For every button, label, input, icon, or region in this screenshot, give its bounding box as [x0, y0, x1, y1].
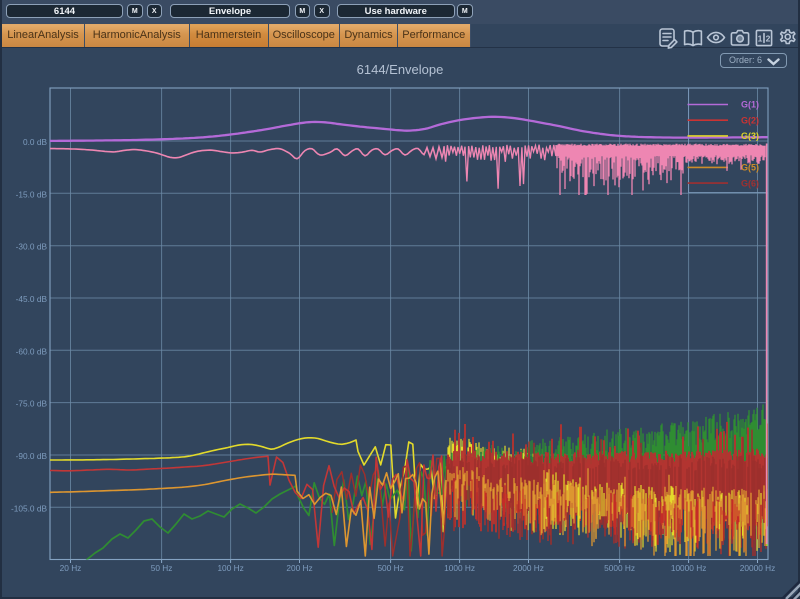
- svg-text:-30.0 dB: -30.0 dB: [16, 242, 48, 252]
- svg-text:-105.0 dB: -105.0 dB: [11, 503, 47, 513]
- svg-text:5000 Hz: 5000 Hz: [604, 563, 635, 573]
- svg-text:-90.0 dB: -90.0 dB: [16, 451, 48, 461]
- svg-text:-75.0 dB: -75.0 dB: [16, 399, 48, 409]
- svg-text:10000 Hz: 10000 Hz: [671, 563, 707, 573]
- svg-text:-60.0 dB: -60.0 dB: [16, 346, 48, 356]
- svg-text:-45.0 dB: -45.0 dB: [16, 294, 48, 304]
- svg-text:200 Hz: 200 Hz: [286, 563, 312, 573]
- svg-text:2000 Hz: 2000 Hz: [513, 563, 544, 573]
- svg-text:20 Hz: 20 Hz: [60, 563, 82, 573]
- svg-text:0.0 dB: 0.0 dB: [23, 137, 47, 147]
- svg-text:G(5): G(5): [741, 163, 759, 173]
- svg-text:G(1): G(1): [741, 100, 759, 110]
- svg-text:20000 Hz: 20000 Hz: [740, 563, 776, 573]
- svg-text:1000 Hz: 1000 Hz: [444, 563, 475, 573]
- svg-text:G(6): G(6): [741, 178, 759, 188]
- svg-text:2: 2: [766, 33, 771, 43]
- svg-text:100 Hz: 100 Hz: [217, 563, 243, 573]
- svg-text:G(2): G(2): [741, 115, 759, 125]
- svg-text:500 Hz: 500 Hz: [377, 563, 403, 573]
- svg-text:G(3): G(3): [741, 131, 759, 141]
- svg-text:-15.0 dB: -15.0 dB: [16, 189, 48, 199]
- svg-text:50 Hz: 50 Hz: [151, 563, 173, 573]
- svg-text:1: 1: [758, 33, 763, 43]
